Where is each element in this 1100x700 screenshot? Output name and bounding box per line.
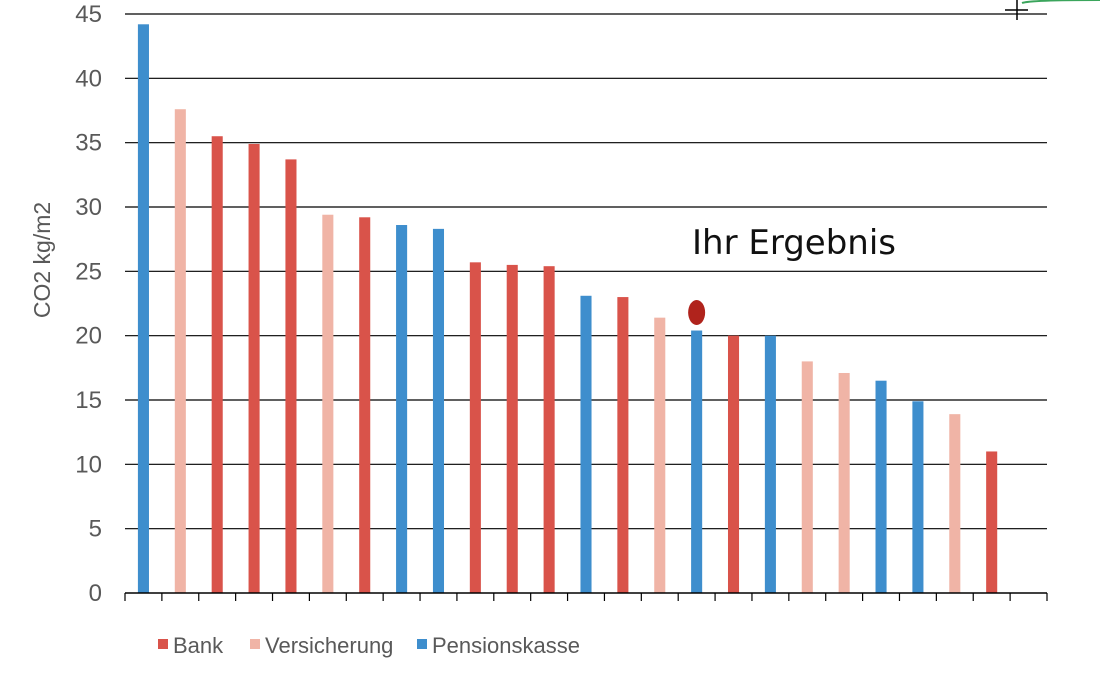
y-tick-label: 5 [89,516,102,543]
legend: Bank Versicherung Pensionskasse [158,633,580,658]
bar-bank [617,297,629,593]
y-tick-label: 20 [75,323,102,350]
bar-pensionskasse [137,24,149,593]
bars [137,24,998,594]
bar-bank [359,217,371,593]
bar-bank [727,335,740,593]
legend-label-bank: Bank [173,633,224,658]
y-axis-title: CO2 kg/m2 [29,202,55,318]
y-tick-label: 25 [75,258,102,285]
legend-swatch-pensionskasse [417,639,427,649]
bar-bank [469,262,481,593]
y-tick-labels: 0 5 10 15 20 25 30 35 40 45 [75,1,102,607]
corner-crosshair-icon [1005,0,1100,20]
result-annotation: Ihr Ergebnis [688,223,896,326]
y-tick-label: 40 [75,65,102,92]
bar-versicherung [801,361,813,593]
legend-label-versicherung: Versicherung [265,633,393,658]
bar-versicherung [174,109,186,594]
result-label: Ihr Ergebnis [692,223,896,263]
bar-pensionskasse [396,225,408,593]
bar-pensionskasse [691,330,703,593]
y-tick-label: 10 [75,451,102,478]
bar-bank [543,266,555,593]
bar-pensionskasse [764,335,776,593]
bar-versicherung [322,214,334,593]
y-tick-label: 15 [75,387,102,414]
bar-pensionskasse [432,228,445,593]
bar-versicherung [949,414,961,593]
x-axis [124,592,1048,601]
bar-pensionskasse [580,295,592,593]
y-tick-label: 0 [89,580,102,607]
bar-bank [986,451,998,593]
bar-bank [506,264,518,593]
legend-label-pensionskasse: Pensionskasse [432,633,580,658]
result-marker [688,300,706,326]
bar-bank [211,136,223,593]
gridlines [125,13,1047,530]
bar-versicherung [838,372,850,593]
bar-versicherung [654,317,666,593]
bar-pensionskasse [875,380,887,593]
bar-bank [285,159,297,594]
bar-pensionskasse [912,401,924,593]
legend-swatch-versicherung [250,639,260,649]
legend-swatch-bank [158,639,168,649]
y-tick-label: 35 [75,130,102,157]
y-tick-label: 45 [75,1,102,28]
y-tick-label: 30 [75,194,102,221]
bar-bank [248,143,260,593]
